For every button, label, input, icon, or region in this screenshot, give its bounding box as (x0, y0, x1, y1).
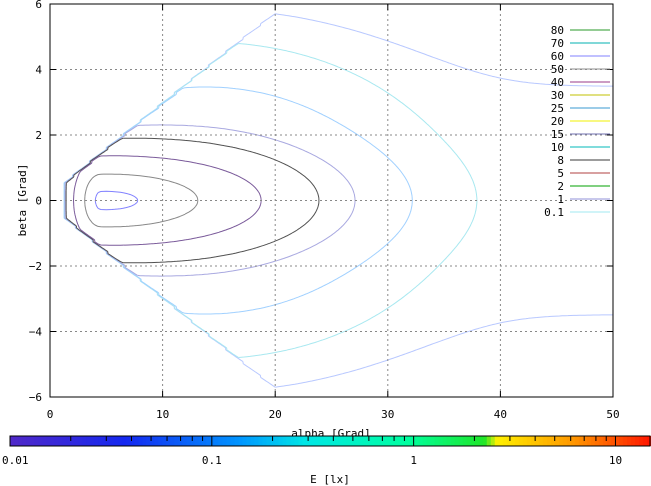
chart: 0 10 20 30 40 50 −6−4−20246 alpha [Grad] beta… (2, 0, 651, 486)
